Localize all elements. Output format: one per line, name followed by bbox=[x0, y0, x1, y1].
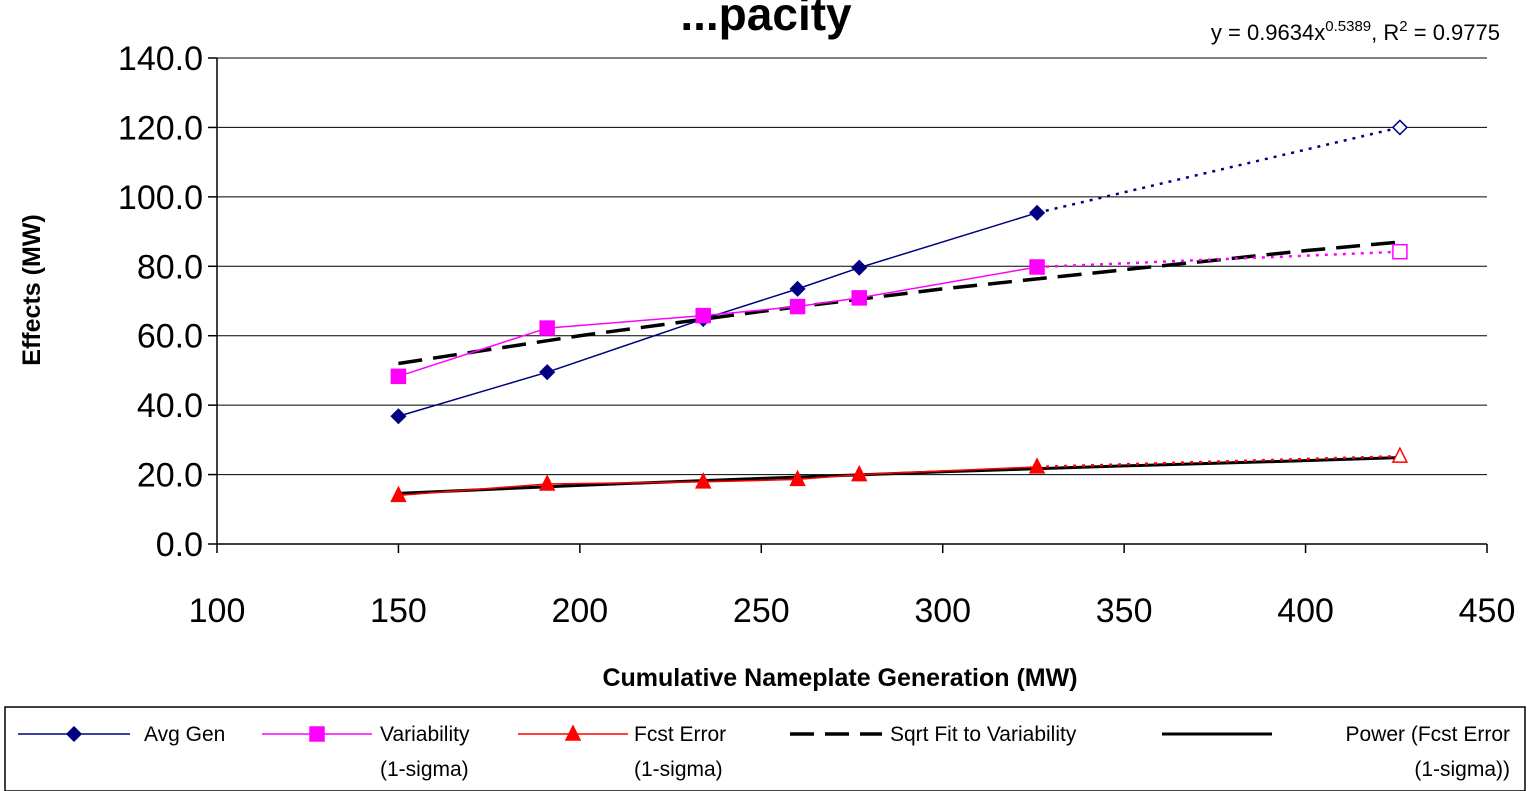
equation-base: y = 0.9634x bbox=[1211, 20, 1325, 45]
x-axis-title: Cumulative Nameplate Generation (MW) bbox=[602, 664, 1077, 692]
legend-marker bbox=[65, 725, 83, 743]
legend-box bbox=[4, 706, 1526, 791]
y-tick-label: 60.0 bbox=[137, 318, 203, 356]
x-tick-label: 450 bbox=[1459, 592, 1516, 630]
projection-line bbox=[1037, 454, 1400, 469]
legend-label-line2: (1-sigma) bbox=[380, 758, 469, 781]
y-tick-label: 0.0 bbox=[156, 526, 203, 564]
data-point bbox=[1028, 457, 1046, 474]
x-tick-label: 300 bbox=[914, 592, 971, 630]
data-point bbox=[789, 469, 806, 487]
series-sqrt-fit-to-variability bbox=[398, 240, 1401, 366]
legend-entry: Power (Fcst Error (1-sigma)) bbox=[1162, 723, 1510, 781]
projection-line bbox=[1037, 250, 1400, 269]
projected-point bbox=[1392, 243, 1408, 260]
y-axis-title: Effects (MW) bbox=[18, 214, 46, 365]
legend-entry: Sqrt Fit to Variability bbox=[790, 723, 1077, 746]
data-point bbox=[789, 280, 806, 297]
data-point bbox=[390, 368, 407, 385]
axes bbox=[208, 57, 1488, 553]
data-point bbox=[1028, 204, 1046, 221]
series-line bbox=[398, 266, 1038, 378]
x-tick-labels: 100 150 200 250 300 350 400 450 bbox=[189, 592, 1516, 630]
legend-label: Variability bbox=[380, 723, 470, 746]
x-tick-label: 150 bbox=[370, 592, 427, 630]
projected-point bbox=[1391, 446, 1409, 463]
legend-marker bbox=[309, 726, 325, 742]
series-line bbox=[398, 212, 1038, 417]
series-variability-1-sigma bbox=[390, 243, 1408, 385]
legend-label-line2: (1-sigma) bbox=[634, 758, 723, 781]
legend-entry: Fcst Error (1-sigma) bbox=[518, 723, 726, 781]
data-point bbox=[851, 259, 868, 276]
legend-label-line2: (1-sigma)) bbox=[1414, 758, 1510, 781]
legend-entry: Avg Gen bbox=[18, 723, 225, 746]
equation-middle: , R bbox=[1371, 20, 1399, 45]
chart-title: ...pacity bbox=[680, 0, 852, 40]
y-tick-label: 120.0 bbox=[118, 109, 203, 147]
series-fcst-error-1-sigma bbox=[390, 446, 1409, 503]
legend-label: Power (Fcst Error bbox=[1345, 723, 1510, 746]
equation-exponent: 0.5389 bbox=[1325, 18, 1371, 35]
projected-point bbox=[1391, 119, 1408, 136]
x-tick-label: 200 bbox=[551, 592, 608, 630]
data-point bbox=[851, 290, 868, 306]
x-tick-label: 250 bbox=[733, 592, 790, 630]
series-line bbox=[398, 240, 1401, 366]
trendline-equation: y = 0.9634x0.5389, R2 = 0.9775 bbox=[1211, 18, 1500, 45]
data-point bbox=[390, 485, 407, 503]
x-tick-label: 100 bbox=[189, 592, 246, 630]
data-point bbox=[538, 474, 556, 491]
legend-marker bbox=[564, 724, 582, 741]
legend-label: Avg Gen bbox=[144, 723, 225, 746]
data-point bbox=[539, 364, 556, 381]
y-tick-label: 40.0 bbox=[137, 387, 203, 425]
series-line bbox=[398, 466, 1038, 497]
equation-tail: = 0.9775 bbox=[1408, 20, 1500, 45]
series-power-fcst-error-1-sigma bbox=[398, 456, 1400, 495]
data-point bbox=[390, 408, 407, 425]
y-tick-label: 140.0 bbox=[118, 40, 203, 78]
series-line bbox=[398, 456, 1400, 495]
y-tick-label: 20.0 bbox=[137, 457, 203, 495]
x-tick-label: 400 bbox=[1277, 592, 1334, 630]
grid-lines bbox=[217, 57, 1487, 476]
legend-label: Sqrt Fit to Variability bbox=[890, 723, 1077, 746]
series-layer bbox=[390, 119, 1409, 503]
legend: Avg Gen Variability (1-sigma) Fcst Error (1-… bbox=[4, 706, 1526, 791]
data-point bbox=[789, 298, 806, 315]
x-tick-label: 350 bbox=[1096, 592, 1153, 630]
data-point bbox=[1029, 259, 1045, 275]
data-point bbox=[695, 472, 712, 489]
data-point bbox=[695, 307, 711, 324]
data-point bbox=[539, 320, 555, 336]
legend-label: Fcst Error bbox=[634, 723, 726, 746]
y-tick-label: 80.0 bbox=[137, 248, 203, 286]
legend-entry: Variability (1-sigma) bbox=[262, 723, 470, 781]
y-tick-label: 100.0 bbox=[118, 179, 203, 217]
equation-r-exponent: 2 bbox=[1399, 18, 1407, 35]
data-point bbox=[851, 464, 868, 482]
y-tick-labels: 0.0 20.0 40.0 60.0 80.0 100.0 120.0 140.0 bbox=[118, 40, 203, 564]
